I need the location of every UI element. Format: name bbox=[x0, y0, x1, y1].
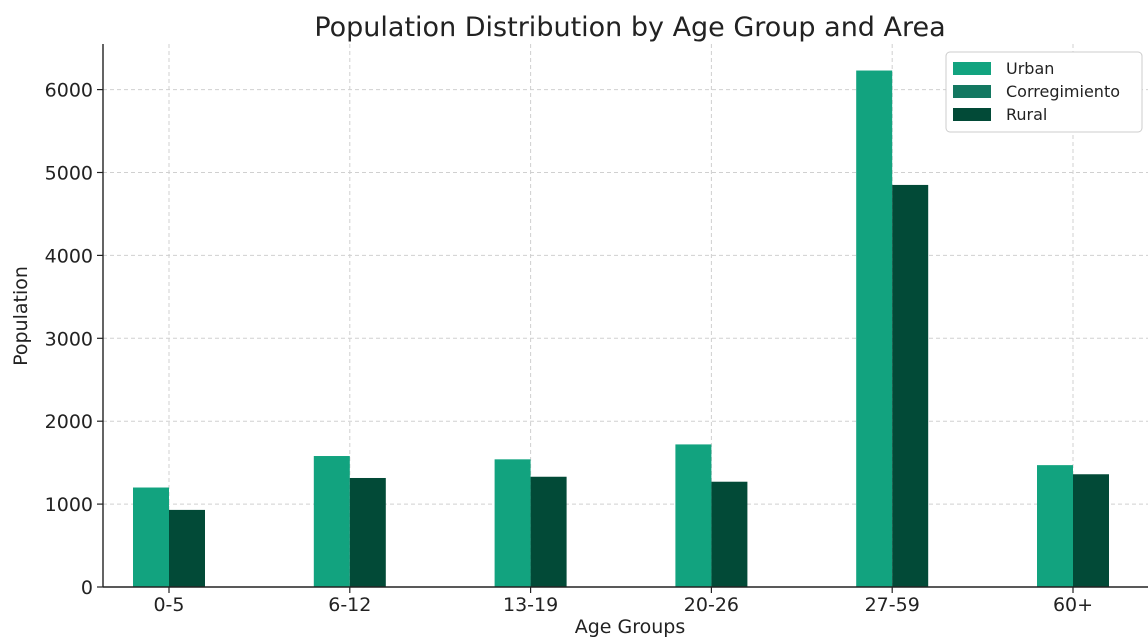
legend-label-urban: Urban bbox=[1006, 59, 1054, 78]
x-axis-label: Age Groups bbox=[575, 616, 686, 637]
legend-swatch-rural bbox=[953, 108, 991, 121]
x-tick-label: 27-59 bbox=[865, 594, 920, 616]
bar-urban-0-5 bbox=[133, 487, 169, 587]
chart-title: Population Distribution by Age Group and… bbox=[314, 12, 945, 43]
legend: Urban Corregimiento Rural bbox=[945, 51, 1143, 133]
bar-rural-20-26 bbox=[711, 481, 748, 587]
y-tick-label: 2000 bbox=[45, 411, 93, 433]
bars bbox=[133, 70, 1109, 587]
legend-box bbox=[945, 51, 1143, 133]
bar-urban-6-12 bbox=[313, 456, 350, 587]
bar-rural-0-5 bbox=[169, 509, 205, 587]
bar-urban-27-59 bbox=[856, 70, 893, 587]
x-tick-label: 0-5 bbox=[153, 594, 184, 616]
bar-rural-13-19 bbox=[530, 476, 567, 587]
x-tick-label: 6-12 bbox=[328, 594, 371, 616]
y-axis-label: Population bbox=[10, 266, 32, 366]
legend-label-rural: Rural bbox=[1006, 105, 1047, 124]
legend-label-corregimiento: Corregimiento bbox=[1006, 82, 1120, 101]
legend-swatch-urban bbox=[953, 62, 991, 75]
bar-urban-60+ bbox=[1037, 465, 1073, 587]
y-tick-label: 5000 bbox=[45, 162, 93, 184]
x-tick-label: 20-26 bbox=[684, 594, 739, 616]
y-tick-label: 6000 bbox=[45, 80, 93, 102]
bar-urban-20-26 bbox=[675, 444, 712, 587]
y-tick-label: 3000 bbox=[45, 328, 93, 350]
bar-rural-6-12 bbox=[349, 477, 386, 587]
y-tick-label: 1000 bbox=[45, 494, 93, 516]
bar-rural-27-59 bbox=[892, 184, 929, 587]
legend-swatch-corregimiento bbox=[953, 85, 991, 98]
x-tick-label: 13-19 bbox=[503, 594, 558, 616]
y-tick-label: 4000 bbox=[45, 245, 93, 267]
bar-rural-60+ bbox=[1073, 474, 1109, 587]
axes: 0 1000 2000 3000 4000 5000 6000 0-5 6-12 13-19 20-… bbox=[45, 44, 1148, 616]
y-tick-label: 0 bbox=[81, 577, 93, 599]
x-tick-label: 60+ bbox=[1053, 594, 1093, 616]
bar-urban-13-19 bbox=[494, 459, 531, 587]
